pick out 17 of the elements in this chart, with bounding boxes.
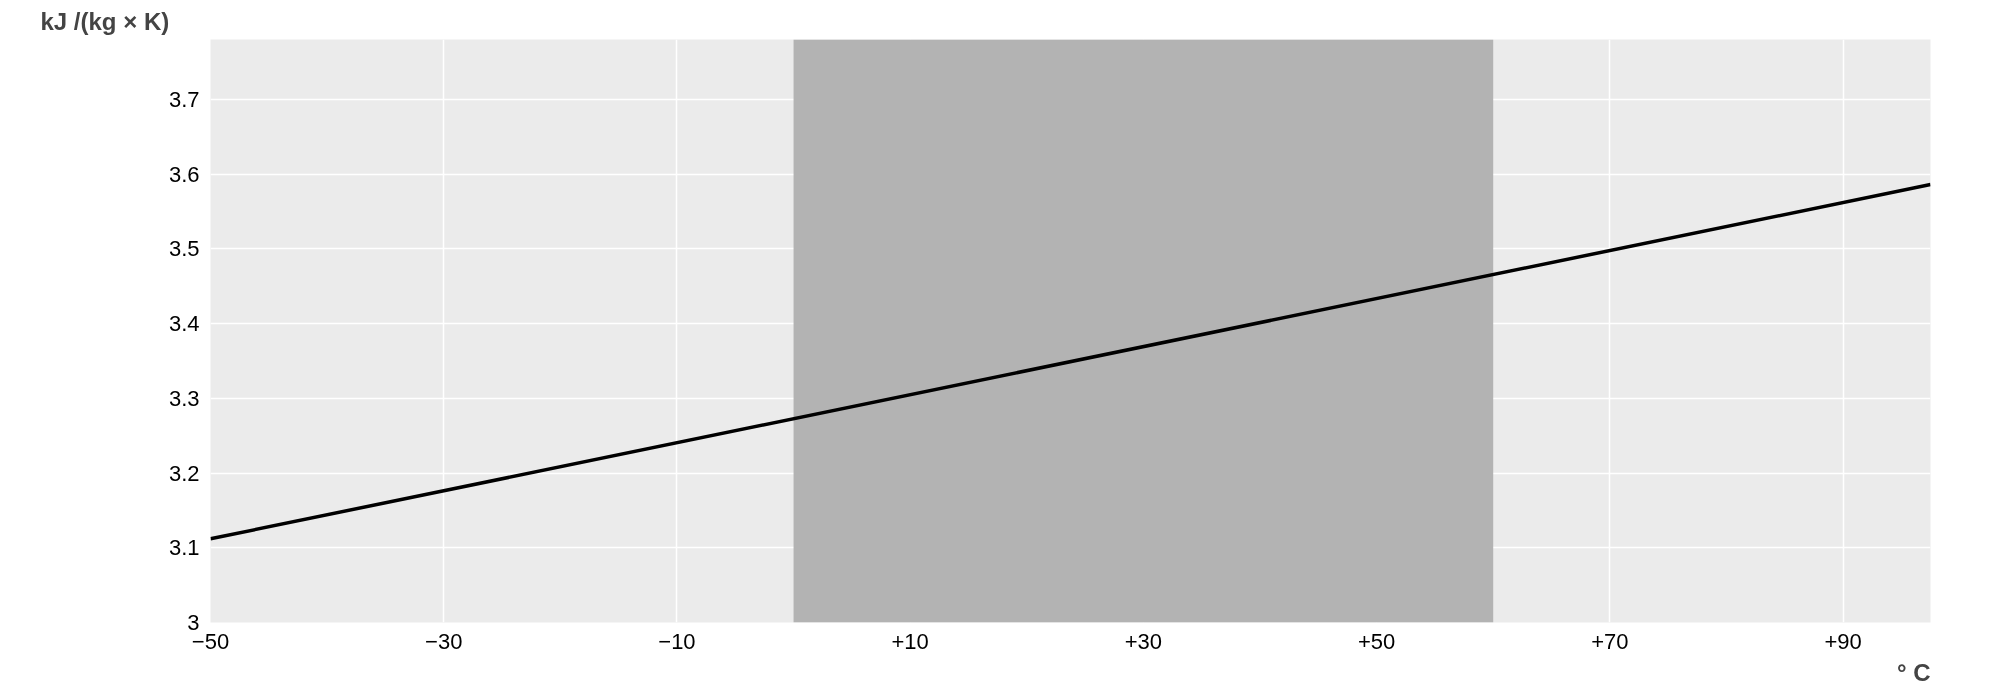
x-axis-title: ° C: [1896, 658, 1931, 686]
y-tick-label: 3.4: [168, 311, 200, 337]
x-tick-label: −10: [658, 628, 696, 654]
x-tick-label: +30: [1124, 628, 1163, 654]
y-tick-label: 3: [187, 610, 200, 635]
x-tick-label: −30: [425, 628, 463, 654]
y-tick-label: 3.6: [168, 161, 200, 187]
y-tick-label: 3.5: [168, 236, 200, 262]
y-tick-label: 3.3: [168, 385, 200, 411]
x-tick-label: +90: [1824, 628, 1862, 654]
x-tick-label: +50: [1357, 628, 1396, 654]
x-tick-label: +70: [1591, 628, 1629, 654]
y-tick-label: 3.7: [168, 86, 200, 112]
y-axis-title: kJ /(kg × K): [40, 7, 170, 35]
x-tick-label: +10: [891, 628, 929, 654]
y-tick-label: 3.1: [168, 535, 200, 561]
y-tick-label: 3.2: [168, 460, 200, 486]
